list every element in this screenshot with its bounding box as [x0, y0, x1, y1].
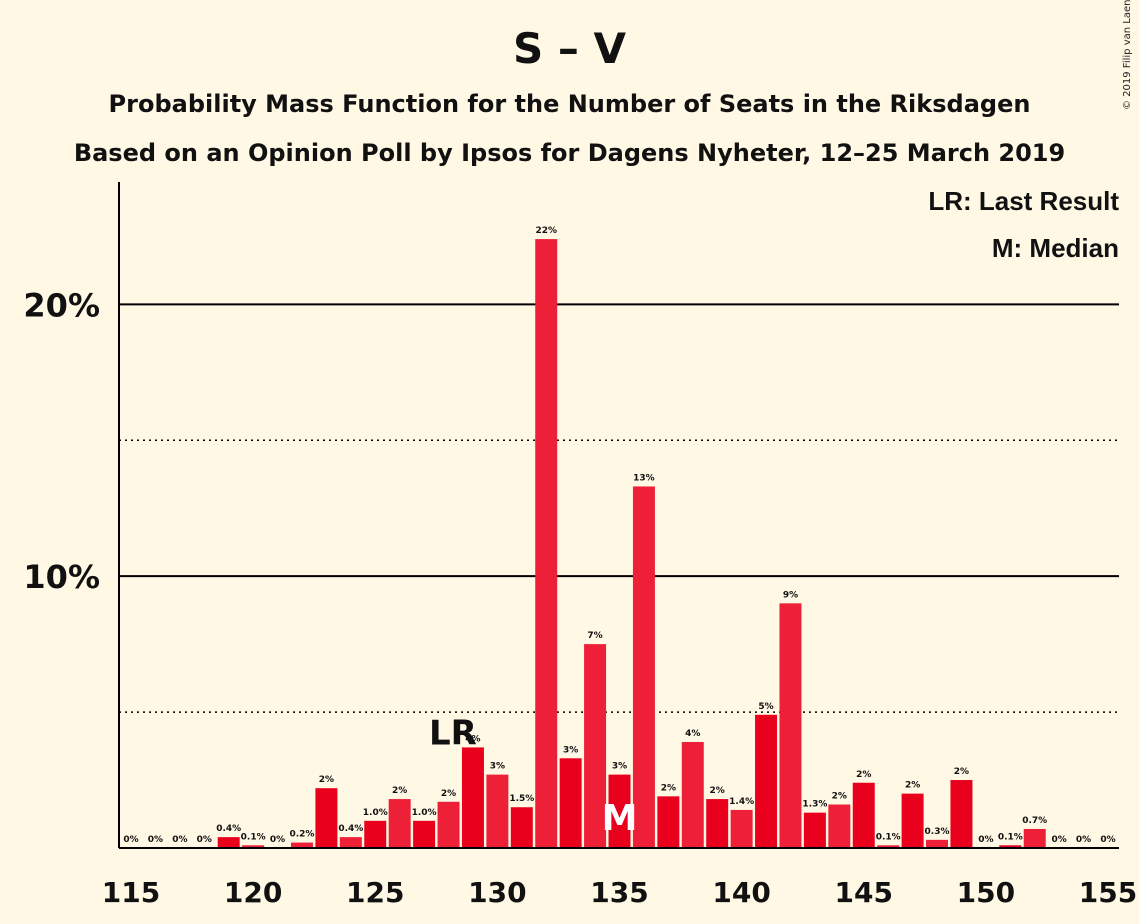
value-label-153: 0%: [1052, 835, 1067, 845]
bar-139: [706, 799, 729, 848]
grid-lines: [119, 303, 1119, 713]
bars-group: [217, 239, 1046, 849]
bar-143: [803, 812, 826, 848]
bar-135: [608, 774, 631, 848]
bar-144: [828, 804, 851, 848]
value-label-119: 0.4%: [216, 824, 241, 834]
value-label-125: 1.0%: [363, 808, 388, 818]
value-label-117: 0%: [172, 835, 187, 845]
y-tick-label-10: 10%: [23, 558, 100, 596]
value-label-121: 0%: [270, 835, 285, 845]
value-label-120: 0.1%: [241, 832, 266, 842]
bar-128: [437, 801, 460, 848]
bar-151: [999, 845, 1022, 848]
bar-146: [877, 845, 900, 848]
bar-142: [779, 603, 802, 848]
bar-136: [632, 486, 655, 848]
value-label-146: 0.1%: [876, 832, 901, 842]
bar-147: [901, 793, 924, 848]
value-label-128: 2%: [441, 789, 456, 799]
value-label-133: 3%: [563, 745, 578, 755]
x-tick-label-130: 130: [468, 876, 526, 909]
value-label-138: 4%: [685, 729, 700, 739]
chart-subtitle-2: Based on an Opinion Poll by Ipsos for Da…: [73, 139, 1066, 167]
value-label-144: 2%: [832, 792, 847, 802]
median-marker: M: [602, 798, 638, 839]
value-label-145: 2%: [856, 770, 871, 780]
bar-127: [413, 820, 436, 848]
bar-138: [681, 741, 704, 848]
x-tick-label-115: 115: [102, 876, 160, 909]
value-label-136: 13%: [633, 473, 655, 483]
bar-122: [290, 842, 313, 848]
value-label-154: 0%: [1076, 835, 1091, 845]
bar-148: [926, 839, 949, 848]
bar-152: [1023, 828, 1046, 848]
value-label-141: 5%: [758, 702, 773, 712]
value-label-137: 2%: [661, 783, 676, 793]
value-label-139: 2%: [710, 786, 725, 796]
bar-145: [852, 782, 875, 848]
bar-132: [535, 239, 558, 849]
bar-124: [339, 837, 362, 848]
value-label-132: 22%: [535, 226, 557, 236]
bar-131: [510, 807, 533, 848]
bar-141: [755, 714, 778, 848]
bar-133: [559, 758, 582, 848]
x-tick-label-135: 135: [590, 876, 648, 909]
last-result-marker: LR: [429, 713, 477, 753]
value-label-155: 0%: [1100, 835, 1115, 845]
bar-149: [950, 780, 973, 848]
value-label-150: 0%: [978, 835, 993, 845]
bar-123: [315, 788, 338, 848]
value-label-124: 0.4%: [338, 824, 363, 834]
x-tick-label-155: 155: [1079, 876, 1137, 909]
bar-129: [461, 747, 484, 848]
value-label-143: 1.3%: [802, 800, 827, 810]
value-label-149: 2%: [954, 767, 969, 777]
value-labels-group: 0% 0% 0% 0%0.4%0.1% 0%0.2%2%0.4%1.0%2%1.0%2%…: [123, 226, 1115, 845]
chart-subtitle-1: Probability Mass Function for the Number…: [108, 90, 1031, 118]
x-tick-label-145: 145: [835, 876, 893, 909]
value-label-127: 1.0%: [412, 808, 437, 818]
markers-group: LR M: [429, 713, 637, 839]
bar-130: [486, 774, 509, 848]
value-label-131: 1.5%: [509, 794, 534, 804]
value-label-151: 0.1%: [998, 832, 1023, 842]
y-tick-label-20: 20%: [23, 286, 100, 324]
value-label-140: 1.4%: [729, 797, 754, 807]
ticks-group: 10% 20% 115 120 125 130 135 140 145 150 155: [23, 286, 1137, 909]
value-label-123: 2%: [319, 775, 334, 785]
bar-119: [217, 837, 240, 848]
x-tick-label-125: 125: [346, 876, 404, 909]
chart-title: S – V: [513, 24, 626, 73]
value-label-134: 7%: [587, 631, 602, 641]
value-label-135: 3%: [612, 762, 627, 772]
value-label-142: 9%: [783, 590, 798, 600]
legend-median: M: Median: [991, 233, 1119, 263]
value-label-130: 3%: [490, 762, 505, 772]
value-label-115: 0%: [123, 835, 138, 845]
value-label-118: 0%: [197, 835, 212, 845]
x-tick-label-120: 120: [224, 876, 282, 909]
bar-137: [657, 796, 680, 848]
bar-125: [364, 820, 387, 848]
x-tick-label-150: 150: [957, 876, 1015, 909]
value-label-129: 4%: [465, 734, 480, 744]
bar-120: [242, 845, 265, 848]
axes-group: [118, 182, 1119, 849]
value-label-147: 2%: [905, 781, 920, 791]
value-label-152: 0.7%: [1022, 816, 1047, 826]
value-label-126: 2%: [392, 786, 407, 796]
bar-140: [730, 809, 753, 848]
x-tick-label-140: 140: [712, 876, 770, 909]
legend-last-result: LR: Last Result: [928, 186, 1119, 216]
value-label-148: 0.3%: [925, 827, 950, 837]
value-label-116: 0%: [148, 835, 163, 845]
value-label-122: 0.2%: [289, 830, 314, 840]
bar-134: [584, 644, 607, 848]
bar-126: [388, 799, 411, 848]
